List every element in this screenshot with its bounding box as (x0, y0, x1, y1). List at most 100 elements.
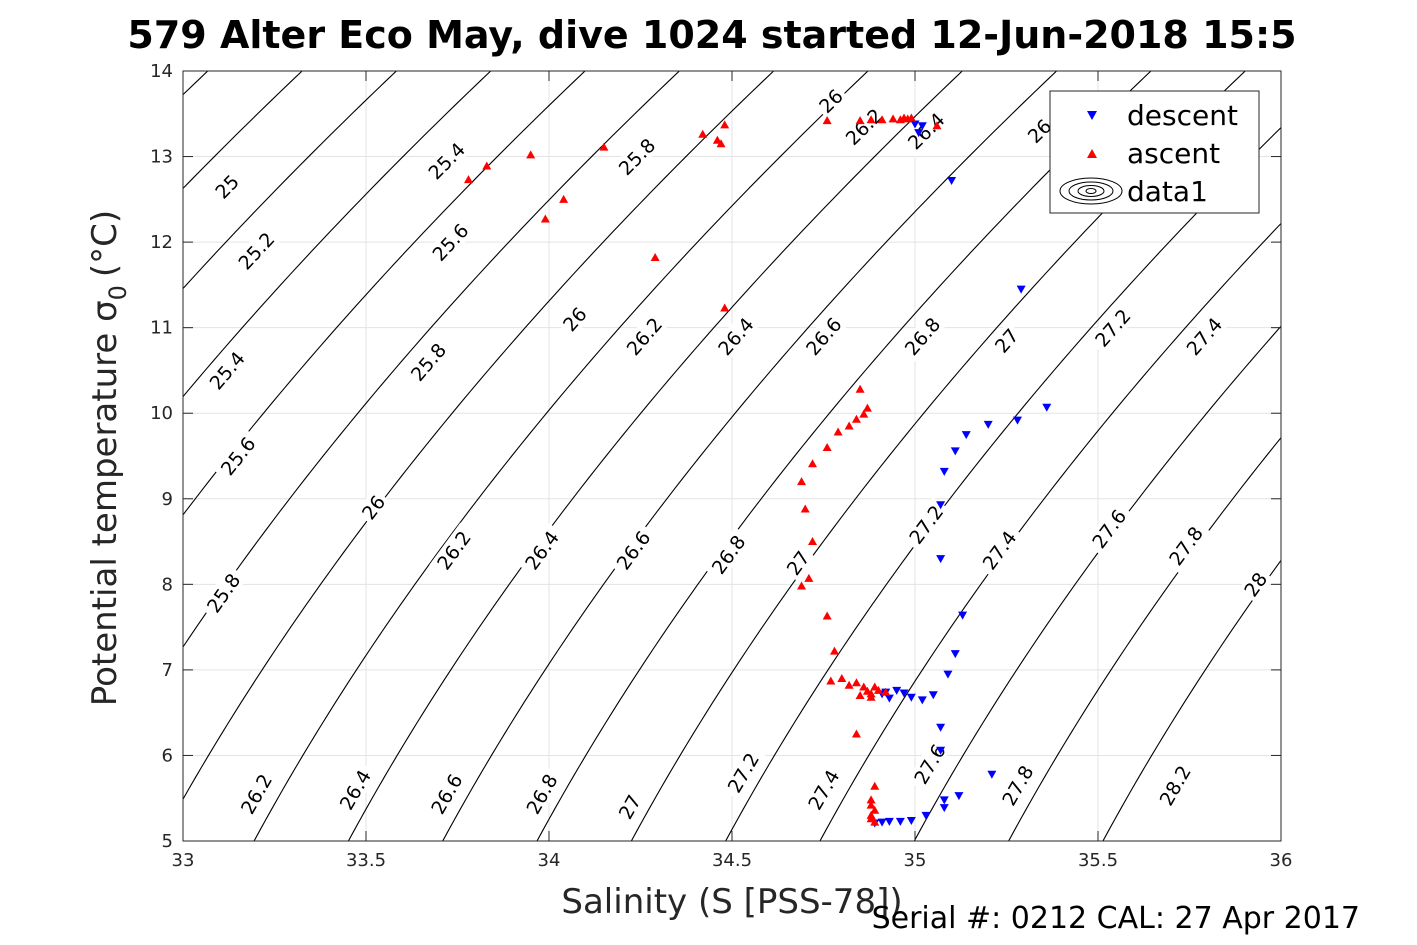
ascent-point (797, 477, 807, 486)
y-axis-label-unit: (°C) (85, 210, 125, 277)
legend-descent-marker (1087, 111, 1097, 120)
legend-contour-icon (1059, 177, 1123, 205)
descent-point (939, 796, 949, 805)
legend-box (1049, 90, 1260, 214)
y-tick-label: 11 (150, 318, 173, 339)
contour-label-background (1020, 112, 1058, 150)
ascent-point (540, 214, 550, 223)
contour-label-background (355, 488, 392, 526)
y-tick-label: 12 (150, 232, 173, 253)
ascent-point (866, 800, 876, 809)
ascent-point (851, 729, 861, 738)
contour-label-background (424, 215, 477, 269)
isopycnal-contour-line (913, 325, 1281, 841)
contour-label: 25.6 (424, 215, 477, 269)
contour-label-background (201, 343, 253, 398)
descent-point (1012, 416, 1022, 425)
descent-point (943, 670, 953, 679)
descent-point (928, 691, 938, 700)
y-axis-label-subscript: 0 (104, 285, 132, 300)
ascent-point (866, 115, 876, 124)
descent-point (939, 467, 949, 476)
ascent-point (482, 161, 492, 170)
ascent-point (599, 142, 609, 151)
ascent-point (526, 150, 536, 159)
contour-label-background (994, 757, 1041, 814)
contour-label-background (612, 788, 647, 826)
ascent-point (463, 175, 473, 184)
ascent-point (797, 581, 807, 590)
descent-point (958, 611, 968, 620)
ascent-point (859, 682, 869, 691)
legend-ascent-marker (1087, 149, 1097, 158)
y-tick-label: 10 (150, 403, 173, 424)
contour-label-background (974, 522, 1024, 578)
descent-point (917, 122, 927, 131)
contour-label-background (517, 522, 566, 578)
ascent-point (822, 442, 832, 451)
descent-point (936, 746, 946, 755)
ascent-point (822, 116, 832, 125)
ascent-point (855, 691, 865, 700)
descent-point (950, 447, 960, 456)
ascent-point (808, 459, 818, 468)
ascent-point (870, 781, 880, 790)
isopycnal-contour-line (819, 222, 1281, 841)
contour-label-background (720, 744, 766, 801)
ascent-point (833, 427, 843, 436)
contour-label-background (420, 134, 473, 187)
ascent-point (870, 805, 880, 814)
isopycnal-contour-line (183, 71, 775, 801)
ascent-point (851, 414, 861, 423)
x-tick-label: 33.5 (346, 850, 386, 871)
ascent-point (804, 573, 814, 582)
descent-point (936, 555, 946, 564)
contour-label-background (812, 82, 850, 120)
isopycnal-contour-line (1007, 436, 1281, 841)
descent-point (917, 696, 927, 705)
contour-label-background (710, 309, 762, 364)
x-axis-label: Salinity (S [PSS-78]) (561, 882, 902, 922)
descent-point (983, 420, 993, 429)
ascent-point (698, 129, 708, 138)
contour-label-background (801, 761, 846, 818)
isopycnal-contour-line (183, 71, 303, 190)
ascent-point (650, 253, 660, 262)
contour-label-background (899, 104, 953, 157)
y-tick-label: 13 (150, 147, 173, 168)
ascent-point (829, 646, 839, 655)
ascent-point (844, 421, 854, 430)
ascent-point (855, 116, 865, 125)
x-tick-label: 34 (538, 850, 561, 871)
chart-title: 579 Alter Eco May, dive 1024 started 12-… (127, 13, 1296, 57)
contour-label-background (199, 565, 248, 621)
contour-label-background (988, 321, 1025, 360)
ascent-point (826, 676, 836, 685)
y-tick-label: 7 (162, 660, 173, 681)
ascent-point (877, 115, 887, 124)
contour-label-background (1152, 757, 1198, 814)
ascent-point (822, 611, 832, 620)
contour-label-background (1161, 518, 1211, 574)
x-tick-label: 34.5 (712, 850, 752, 871)
x-tick-label: 33 (172, 850, 195, 871)
descent-point (884, 817, 894, 826)
y-tick-label: 14 (150, 61, 173, 82)
contour-label-background (213, 428, 263, 484)
contour-label-background (519, 765, 565, 822)
isopycnal-contour-line (347, 71, 964, 841)
descent-point (877, 818, 887, 827)
descent-point (921, 811, 931, 820)
ascent-point (866, 810, 876, 819)
contour-label-background (1087, 300, 1139, 355)
contour-label-background (424, 765, 469, 822)
isopycnal-contour-line (536, 71, 1152, 841)
ascent-point (906, 113, 916, 122)
y-tick-label: 8 (162, 574, 173, 595)
y-tick-label: 5 (162, 831, 173, 852)
descent-point (899, 689, 909, 698)
descent-point (895, 817, 905, 826)
descent-point (936, 723, 946, 732)
